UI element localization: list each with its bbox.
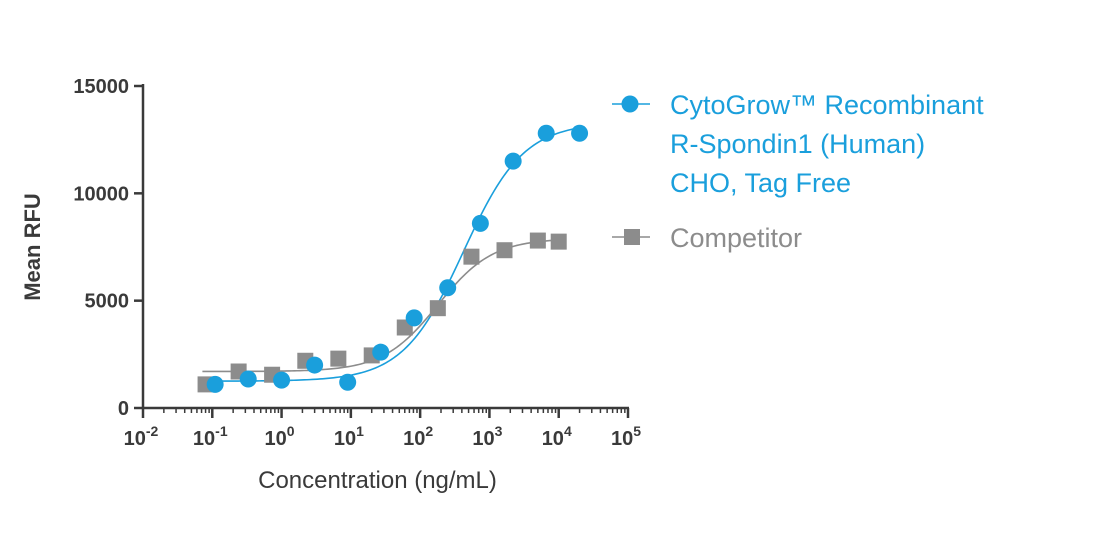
x-tick-label: 101 [334,423,364,450]
x-tick-label: 104 [542,423,572,450]
data-point-circle [372,343,390,361]
legend-label: Competitor [670,223,802,253]
legend-item: Competitor [612,223,802,253]
fit-curves [202,126,582,382]
x-tick-label: 105 [611,423,641,450]
data-point-circle [504,152,522,170]
x-tick-label: 103 [472,423,502,450]
data-point-square [496,242,513,259]
tick-labels: 0 5000 10000 15000 10-2 10-1 100 101 102 103 104 10… [73,76,641,450]
data-point-circle [405,309,423,327]
y-tick-label: 15000 [73,76,129,98]
x-tick-label: 102 [403,423,433,450]
y-tick-label: 10000 [73,183,129,205]
legend-marker-square [624,229,640,245]
data-point-square [529,232,546,249]
data-point-circle [439,279,457,297]
legend-label: CHO, Tag Free [670,168,851,198]
data-point-circle [239,370,257,388]
data-point-circle [339,373,357,391]
data-point-circle [537,124,555,142]
data-point-square [330,350,347,367]
axes [134,84,630,418]
legend: CytoGrow™ Recombinant R-Spondin1 (Human) C… [612,90,984,253]
data-point-square [550,233,567,250]
data-point-square [463,248,480,265]
data-point-square [429,300,446,317]
legend-label: R-Spondin1 (Human) [670,129,925,159]
x-tick-label: 10-1 [193,423,228,450]
x-tick-label: 100 [265,423,295,450]
legend-item: CytoGrow™ Recombinant R-Spondin1 (Human) C… [612,90,984,198]
data-point-circle [273,371,291,389]
data-point-circle [571,124,589,142]
fit-curve [211,126,582,382]
legend-label: CytoGrow™ Recombinant [670,90,984,120]
x-tick-label: 10-2 [124,423,159,450]
data-point-circle [471,214,489,232]
x-axis-title: Concentration (ng/mL) [258,467,497,494]
y-axis-title: Mean RFU [20,193,45,301]
y-tick-label: 0 [118,398,129,420]
legend-marker-circle [621,95,639,113]
data-points [197,124,589,393]
data-point-circle [206,375,224,393]
y-tick-label: 5000 [85,291,130,313]
data-point-circle [306,356,324,374]
